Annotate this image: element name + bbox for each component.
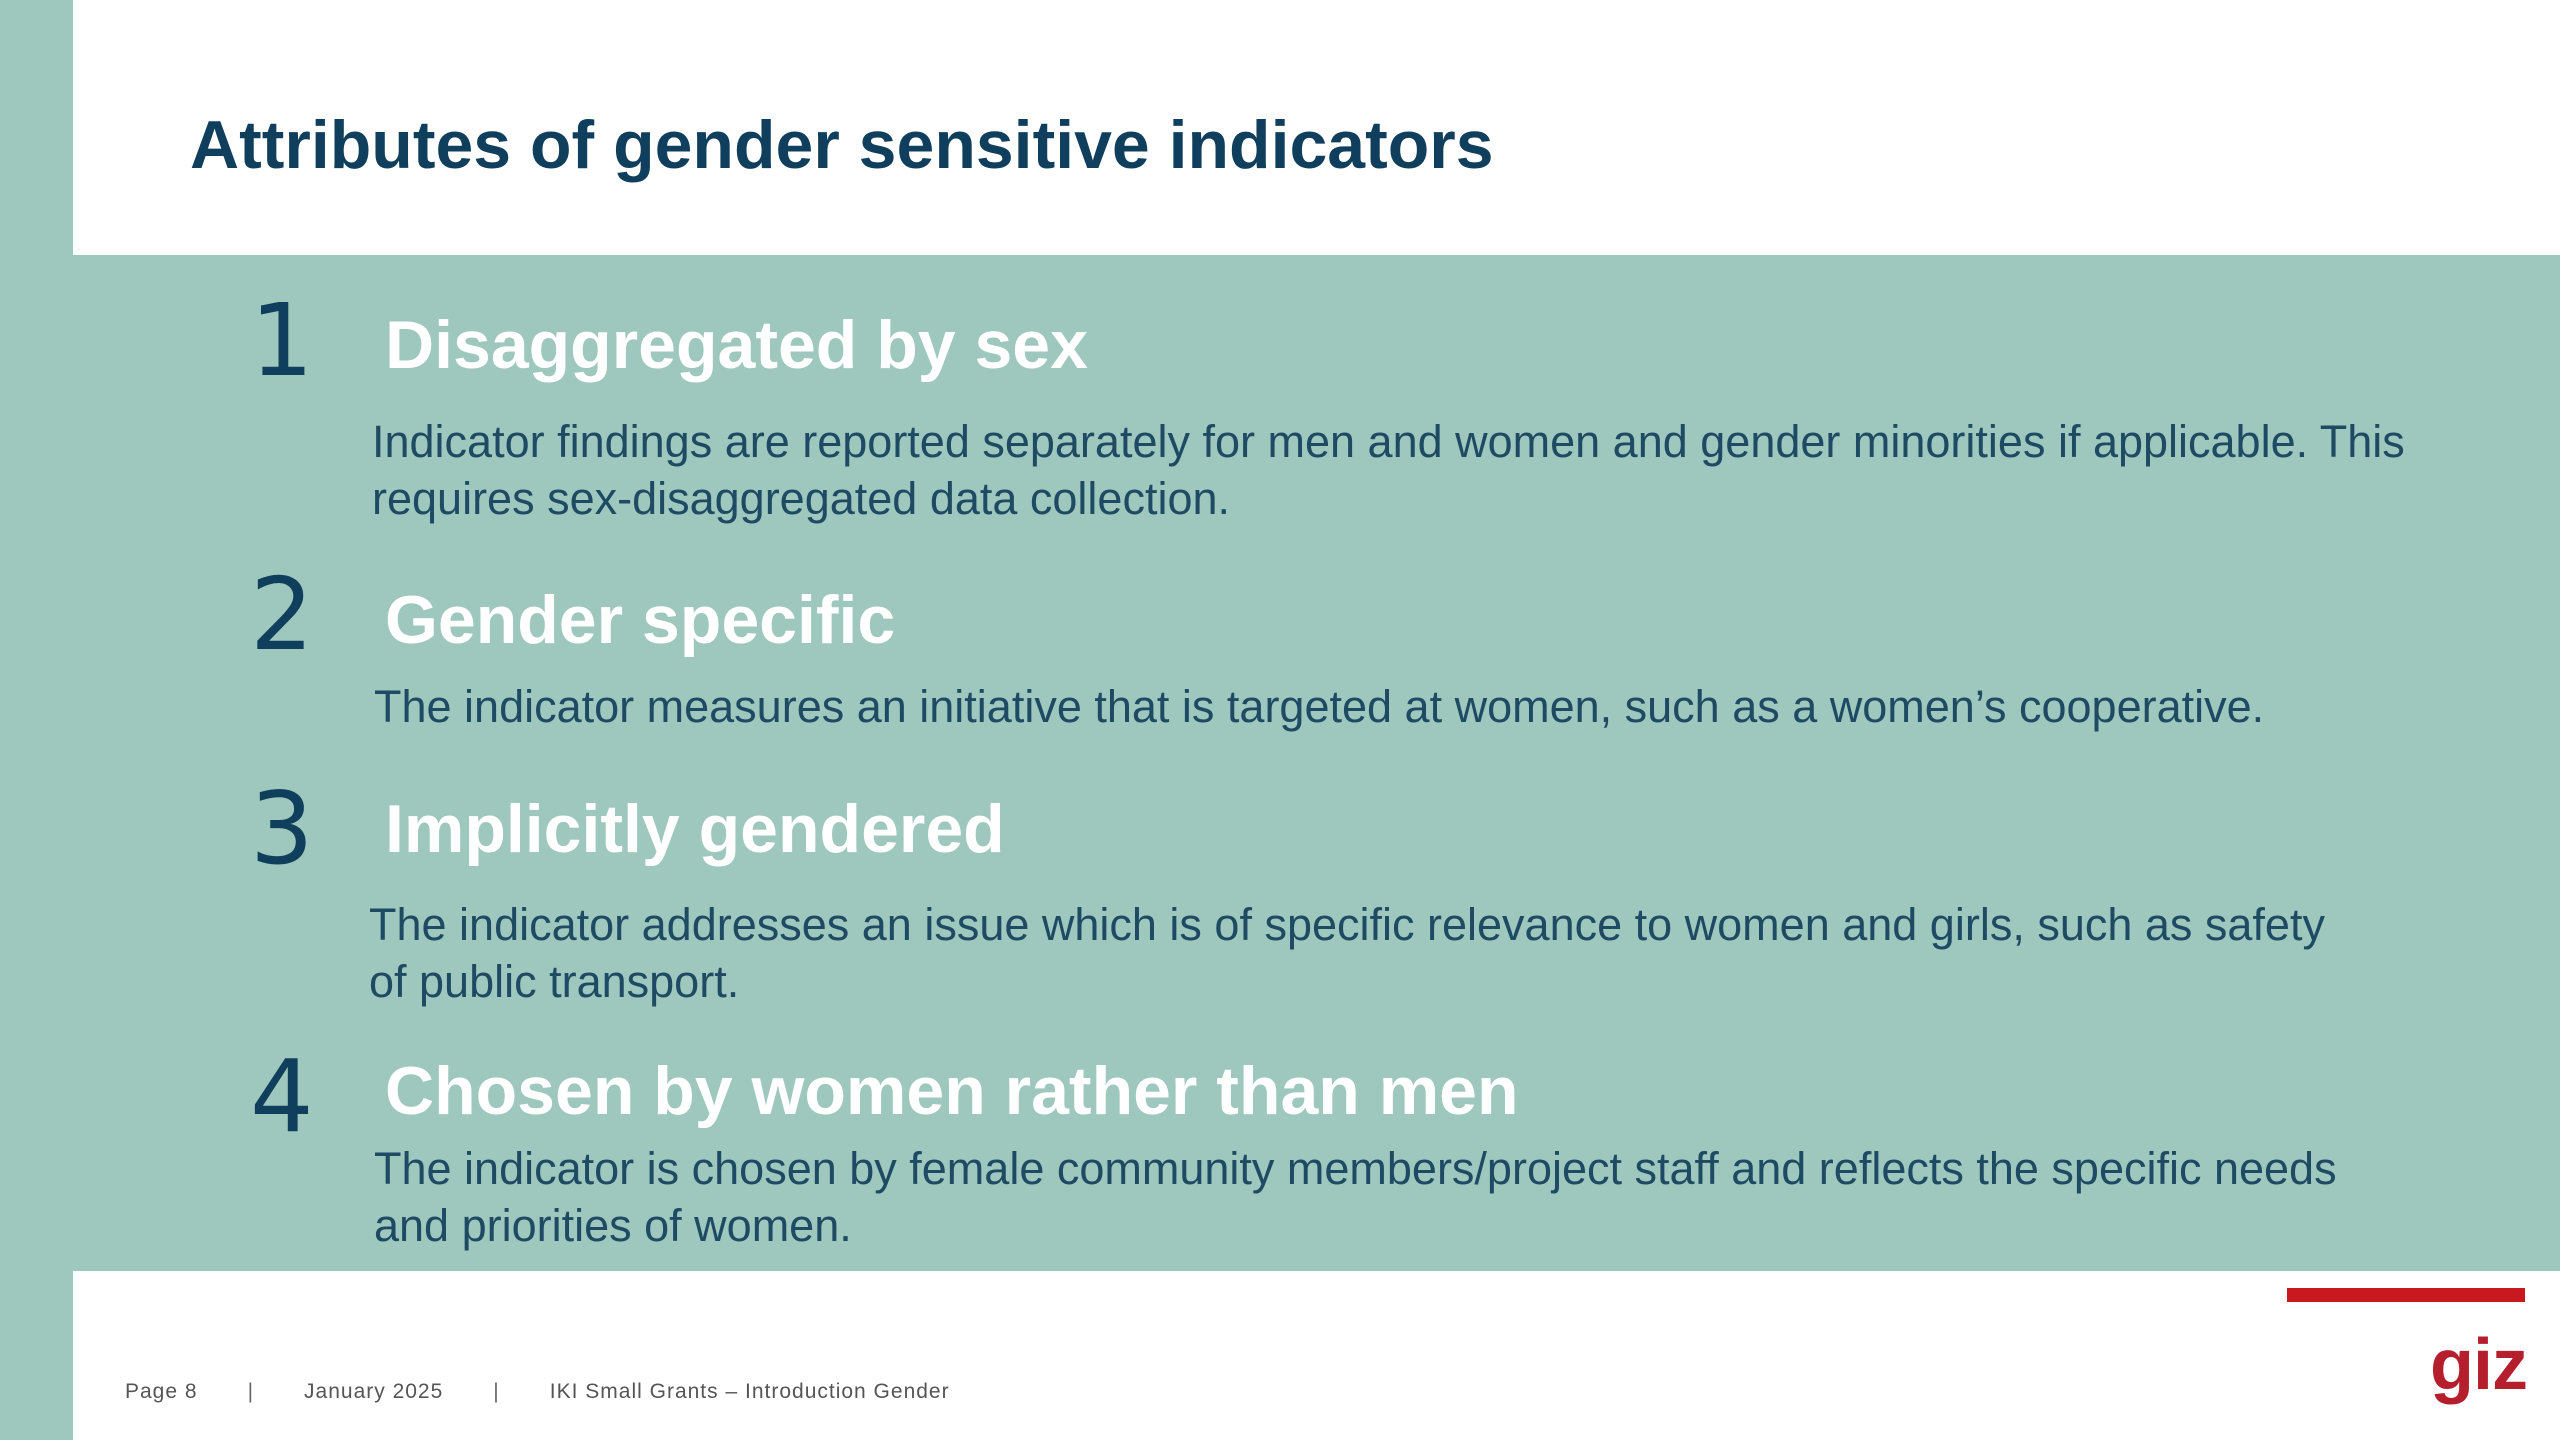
header-panel [73, 0, 2560, 255]
item-number: 2 [250, 556, 314, 673]
footer: Page 8 | January 2025 | IKI Small Grants – I… [125, 1378, 950, 1406]
footer-separator: | [493, 1380, 500, 1403]
item-number: 1 [250, 282, 314, 399]
item-heading: Chosen by women rather than men [385, 1053, 1519, 1129]
giz-logo: giz [2430, 1325, 2528, 1405]
footer-project: IKI Small Grants – Introduction Gender [549, 1380, 950, 1403]
footer-date: January 2025 [304, 1380, 444, 1403]
item-number: 3 [250, 770, 314, 887]
footer-page-number: Page 8 [125, 1380, 198, 1403]
item-description: The indicator is chosen by female commun… [374, 1143, 2337, 1251]
accent-bar [2287, 1288, 2525, 1302]
item-heading: Disaggregated by sex [385, 307, 1088, 383]
item-number: 4 [250, 1038, 314, 1155]
item-description: Indicator findings are reported separate… [372, 416, 2405, 524]
footer-panel [73, 1271, 2560, 1440]
item-heading: Gender specific [385, 582, 896, 658]
item-description: The indicator addresses an issue which i… [369, 899, 2325, 1007]
item-heading: Implicitly gendered [385, 791, 1005, 867]
slide-title: Attributes of gender sensitive indicator… [190, 107, 1494, 183]
footer-separator: | [247, 1380, 255, 1403]
item-description: The indicator measures an initiative tha… [374, 681, 2265, 732]
